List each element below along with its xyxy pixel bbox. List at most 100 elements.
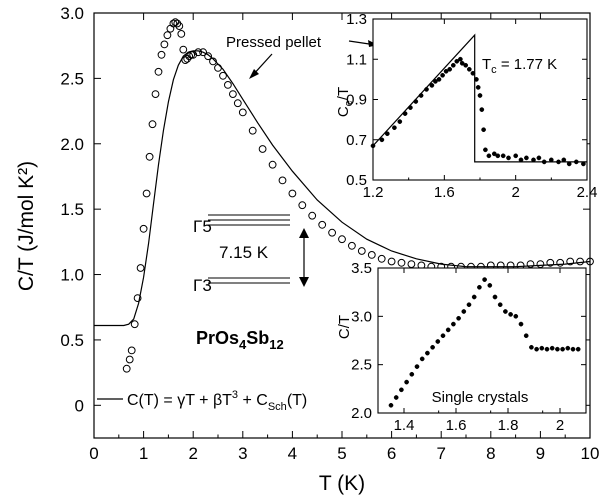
inset2-series-0-point-3 [404,379,409,385]
main-series-0-point-66 [536,260,545,269]
inset1-series-0-point-38 [536,155,542,161]
main-series-0-point-24 [185,52,194,61]
inset1-x-tick-label-2: 2 [511,184,519,201]
main-series-0-point-15 [166,24,175,33]
inset1-series-1-line [372,33,587,163]
inset1-series-0-point-1 [379,137,385,143]
main-series-0-point-9 [148,120,157,129]
main-x-tick-label-3: 3 [238,444,247,463]
main-x-tick-label-10: 10 [581,444,600,463]
inset2-frame [377,267,587,414]
inset2-series-0-point-34 [565,345,571,351]
main-x-tick-label-7: 7 [436,444,445,463]
inset-single-crystals-chart: 1.4 1.6 1.8 2 2.0 2.5 3.0 3.5 C/T Single crysta… [336,260,587,434]
main-y-axis-title: C/T (J/mol K²) [15,161,38,291]
main-y-tick-label-6: 3.0 [60,4,84,23]
main-x-tick-label-0: 0 [89,444,98,463]
main-x-tick-label-4: 4 [288,444,297,463]
main-series-0-point-43 [308,211,317,220]
gap-arrowhead-down [299,277,309,287]
inset1-series-0-point-31 [495,153,501,159]
inset1-series-0-point-30 [491,151,497,157]
inset2-series-0-point-17 [477,284,482,290]
inset1-y-tick-label-4: 1.3 [346,11,367,28]
main-series-0-point-6 [139,224,148,233]
inset1-axis-ticks: 1.2 1.6 2 2.4 0.5 0.7 0.9 1.1 1.3 [346,11,597,201]
inset2-x-tick-label-3: 2 [556,417,564,434]
inset1-y-tick-label-3: 1.1 [346,51,367,68]
inset1-series-0-point-21 [466,66,472,72]
inset1-series-0-point-28 [483,147,488,153]
main-y-tick-label-4: 2.0 [60,135,84,154]
main-x-tick-label-9: 9 [536,444,545,463]
main-series-0-point-32 [219,71,227,80]
inset2-series-0-point-16 [471,294,477,300]
inset1-tc-sub: c [491,64,497,76]
main-x-tick-label-2: 2 [188,444,197,463]
inset2-axis-ticks: 1.4 1.6 1.8 2 2.0 2.5 3.0 3.5 [351,260,586,434]
inset2-series-0-point-25 [518,321,524,327]
inset1-series-layer [370,33,587,167]
main-series-0-point-69 [566,257,575,266]
inset1-series-0-point-32 [500,153,506,159]
main-y-tick-label-3: 1.5 [60,200,84,219]
main-y-tick-label-0: 0 [75,396,84,415]
inset1-x-tick-label-0: 1.2 [363,184,384,201]
main-series-0-point-19 [175,22,184,31]
legend-plus: + C [238,392,268,409]
main-series-0-point-20 [177,30,186,38]
inset2-series-0-point-5 [414,364,420,369]
inset2-y-axis-title: C/T [336,315,353,339]
inset1-y-tick-label-0: 0.5 [346,172,367,189]
inset2-series-0-point-32 [555,346,560,352]
inset2-series-0-point-0 [388,402,394,408]
inset1-series-0-point-27 [481,127,486,133]
compound-sub-4: 4 [239,337,247,352]
inset2-series-layer [388,277,581,408]
main-series-0-point-11 [154,67,163,76]
main-series-1-line [94,50,591,327]
main-series-0-point-33 [224,81,232,89]
legend-sub-sch: Sch [268,401,287,413]
main-series-0-point-67 [546,258,555,267]
main-series-0-point-23 [183,54,192,63]
pressed-pellet-arrowhead-curve [249,69,259,79]
inset2-series-0-point-9 [435,339,441,344]
inset1-series-0-point-18 [458,56,463,62]
inset2-series-0-point-11 [445,327,451,333]
inset1-series-0-point-25 [477,93,483,98]
main-series-0-point-7 [142,189,151,198]
main-series-0-point-38 [258,145,267,153]
main-x-axis-title: T (K) [319,472,365,495]
inset1-series-0-point-3 [392,125,397,131]
level-gap-label: 7.15 K [219,243,269,262]
main-series-0-point-4 [133,294,142,303]
inset2-series-0-point-26 [523,333,529,339]
main-series-0-point-48 [357,247,366,255]
inset1-series-0-point-26 [479,107,485,112]
main-series-0-point-39 [268,160,277,169]
level-lower-label: Γ3 [193,276,212,295]
main-y-tick-label-2: 1.0 [60,266,84,285]
inset2-y-tick-label-1: 2.5 [351,357,372,374]
main-series-0-point-47 [348,241,356,250]
main-series-0-point-53 [407,260,416,269]
main-series-0-point-70 [576,257,584,266]
main-series-0-point-50 [377,254,386,263]
inset1-y-axis-title: Ce/T [335,87,355,117]
main-series-0-point-21 [179,45,188,54]
inset1-series-0-point-20 [463,62,469,68]
inset2-series-0-point-24 [513,313,519,319]
inset2-series-0-point-8 [430,344,435,350]
compound-label: PrOs4Sb12 [196,328,284,352]
main-series-0-point-35 [233,99,242,108]
inset2-series-0-point-13 [456,315,461,321]
main-series-0-point-42 [298,201,307,210]
inset2-series-0-point-18 [482,277,487,282]
main-y-tick-label-1: 0.5 [60,331,84,350]
main-series-0-point-10 [151,90,160,98]
inset2-series-0-point-10 [440,333,446,339]
